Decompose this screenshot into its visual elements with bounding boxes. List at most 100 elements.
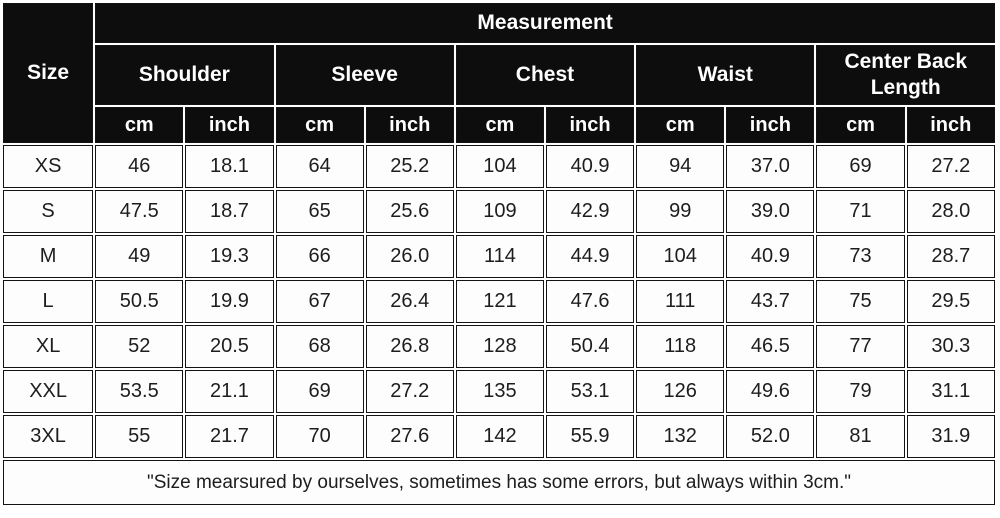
measurement-cell: 47.6 — [545, 280, 635, 323]
row-size-label: 3XL — [3, 415, 94, 458]
measurement-cell: 53.1 — [545, 370, 635, 413]
measurement-cell: 50.4 — [545, 325, 635, 368]
measurement-cell: 132 — [636, 415, 725, 458]
measurement-cell: 118 — [636, 325, 725, 368]
unit-header: cm — [636, 107, 725, 143]
measurement-cell: 68 — [275, 325, 364, 368]
row-size-label: XL — [3, 325, 94, 368]
measurement-cell: 26.4 — [365, 280, 454, 323]
measurement-cell: 75 — [816, 280, 905, 323]
unit-header: inch — [545, 107, 635, 143]
measurement-cell: 29.5 — [906, 280, 995, 323]
measurement-cell: 18.1 — [185, 145, 274, 188]
measurement-cell: 71 — [816, 190, 905, 233]
measurement-cell: 66 — [275, 235, 364, 278]
unit-header: inch — [365, 107, 454, 143]
measurement-cell: 55 — [95, 415, 184, 458]
measurement-cell: 69 — [275, 370, 364, 413]
unit-header: inch — [726, 107, 815, 143]
measurement-cell: 19.9 — [185, 280, 274, 323]
measurement-cell: 43.7 — [726, 280, 815, 323]
table-row: 3XL 55 21.7 70 27.6 142 55.9 132 52.0 81 31.9 — [3, 415, 995, 458]
measurement-cell: 49 — [95, 235, 184, 278]
footnote-row: "Size mearsured by ourselves, sometimes … — [3, 460, 995, 505]
measurement-cell: 65 — [275, 190, 364, 233]
measurement-cell: 104 — [636, 235, 725, 278]
measurement-header-row: Size Measurement — [3, 3, 995, 143]
measurement-cell: 28.0 — [906, 190, 995, 233]
measurement-cell: 19.3 — [185, 235, 274, 278]
measurement-cell: 52 — [95, 325, 184, 368]
measurement-cell: 21.7 — [185, 415, 274, 458]
unit-header: cm — [95, 107, 184, 143]
measurement-cell: 128 — [455, 325, 544, 368]
row-size-label: L — [3, 280, 94, 323]
table-row: XXL 53.5 21.1 69 27.2 135 53.1 126 49.6 79 31.1 — [3, 370, 995, 413]
measurement-cell: 77 — [816, 325, 905, 368]
measurement-cell: 114 — [455, 235, 544, 278]
unit-header-row: cm inch cm inch cm inch cm inch cm inch — [3, 107, 995, 143]
measurement-cell: 26.0 — [365, 235, 454, 278]
measurement-cell: 46.5 — [726, 325, 815, 368]
measurement-cell: 42.9 — [545, 190, 635, 233]
measurement-cell: 28.7 — [906, 235, 995, 278]
measurement-cell: 109 — [455, 190, 544, 233]
unit-header: cm — [455, 107, 544, 143]
measurement-cell: 67 — [275, 280, 364, 323]
unit-header: inch — [185, 107, 274, 143]
row-size-label: XXL — [3, 370, 94, 413]
row-size-label: S — [3, 190, 94, 233]
measurement-cell: 27.2 — [906, 145, 995, 188]
measurement-cell: 30.3 — [906, 325, 995, 368]
measurement-cell: 20.5 — [185, 325, 274, 368]
footnote-text: "Size mearsured by ourselves, sometimes … — [3, 460, 995, 505]
measurement-cell: 39.0 — [726, 190, 815, 233]
size-table-body: XS 46 18.1 64 25.2 104 40.9 94 37.0 69 27.2 S 47.5 18… — [3, 145, 995, 458]
measurement-cell: 18.7 — [185, 190, 274, 233]
measurement-cell: 99 — [636, 190, 725, 233]
unit-header: inch — [906, 107, 995, 143]
measurement-cell: 46 — [95, 145, 184, 188]
measurement-cell: 121 — [455, 280, 544, 323]
measurement-cell: 31.1 — [906, 370, 995, 413]
measurement-cell: 55.9 — [545, 415, 635, 458]
measurement-cell: 52.0 — [726, 415, 815, 458]
measurement-cell: 49.6 — [726, 370, 815, 413]
table-row: L 50.5 19.9 67 26.4 121 47.6 111 43.7 75 29.5 — [3, 280, 995, 323]
measurement-cell: 25.6 — [365, 190, 454, 233]
measurement-cell: 53.5 — [95, 370, 184, 413]
table-row: XL 52 20.5 68 26.8 128 50.4 118 46.5 77 30.3 — [3, 325, 995, 368]
row-size-label: M — [3, 235, 94, 278]
measurement-cell: 142 — [455, 415, 544, 458]
table-row: S 47.5 18.7 65 25.6 109 42.9 99 39.0 71 28.0 — [3, 190, 995, 233]
measurement-cell: 37.0 — [726, 145, 815, 188]
measurement-cell: 26.8 — [365, 325, 454, 368]
group-header-center-back-length: Center Back Length — [816, 45, 995, 105]
measurement-cell: 40.9 — [726, 235, 815, 278]
table-row: M 49 19.3 66 26.0 114 44.9 104 40.9 73 28.7 — [3, 235, 995, 278]
measurement-cell: 69 — [816, 145, 905, 188]
measurement-cell: 81 — [816, 415, 905, 458]
measurement-cell: 21.1 — [185, 370, 274, 413]
measurement-cell: 50.5 — [95, 280, 184, 323]
size-measurement-table: Size Measurement Shoulder Sleeve Chest W… — [1, 1, 997, 507]
unit-header: cm — [816, 107, 905, 143]
size-corner-header: Size — [3, 3, 94, 143]
measurement-cell: 79 — [816, 370, 905, 413]
measurement-cell: 47.5 — [95, 190, 184, 233]
measurement-cell: 27.6 — [365, 415, 454, 458]
measurement-header: Measurement — [95, 3, 995, 43]
row-size-label: XS — [3, 145, 94, 188]
group-header-row: Shoulder Sleeve Chest Waist Center Back … — [3, 45, 995, 105]
measurement-cell: 25.2 — [365, 145, 454, 188]
measurement-cell: 27.2 — [365, 370, 454, 413]
unit-header: cm — [275, 107, 364, 143]
measurement-cell: 31.9 — [906, 415, 995, 458]
measurement-cell: 40.9 — [545, 145, 635, 188]
group-header-chest: Chest — [455, 45, 635, 105]
group-header-waist: Waist — [636, 45, 815, 105]
measurement-cell: 94 — [636, 145, 725, 188]
group-header-sleeve: Sleeve — [275, 45, 454, 105]
measurement-cell: 73 — [816, 235, 905, 278]
